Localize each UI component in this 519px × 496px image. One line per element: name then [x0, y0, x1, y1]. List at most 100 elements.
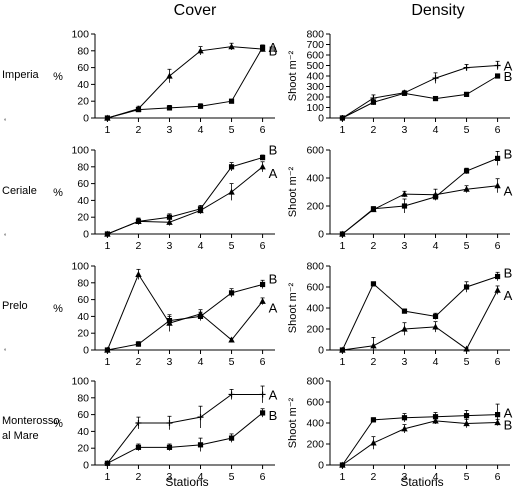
density-imperia-x-tick-label: 1: [339, 124, 345, 136]
density-imperia-x-tick-label: 6: [495, 124, 501, 136]
density-ceriale-point-A: [401, 190, 408, 197]
density-imperia-point-A: [463, 64, 470, 71]
density-monterosso-point-B: [370, 439, 377, 446]
cover-prelo-series-label-A: A: [269, 300, 278, 315]
cover-monterosso-panel: 0 20 40 60 80 100 1 2 3 4 5 6% AB: [53, 376, 277, 484]
cover-ceriale-y-tick-label: 100: [71, 145, 89, 157]
density-ceriale-x-tick-label: 5: [464, 240, 470, 252]
cover-imperia-series-label-B: B: [269, 43, 278, 58]
cover-prelo-x-tick-label: 2: [136, 356, 142, 368]
density-ceriale-panel: 0 200 400 600 1 2 3 4 5 6 Shoot m⁻² B A: [287, 145, 513, 253]
cover-monterosso-point-A: [166, 420, 173, 426]
cover-monterosso-point-B: [259, 410, 266, 416]
cover-monterosso-y-tick-label: 60: [77, 409, 89, 421]
density-prelo-point-B: [432, 313, 439, 319]
density-ceriale-series-label-A: A: [504, 184, 513, 199]
density-prelo-x-tick-label: 4: [433, 356, 439, 368]
density-monterosso-point-A: [463, 413, 470, 419]
site-label-ceriale: Ceriale: [2, 185, 37, 197]
cover-imperia-panel: 0 20 40 60 80 100 1 2 3 4 5 6% AB: [53, 29, 277, 137]
density-imperia-point-B: [432, 95, 439, 102]
density-imperia-point-B: [494, 73, 501, 79]
cover-ceriale-series-A-line: [107, 166, 263, 235]
cover-ceriale-x-tick-label: 6: [260, 240, 266, 252]
density-imperia-y-tick-label: 500: [306, 60, 324, 72]
density-imperia-y-tick-label: 0: [318, 113, 324, 125]
cover-ceriale-panel: 0 20 40 60 80 100 1 2 3 4 5 6% BA: [53, 143, 277, 252]
cover-imperia-y-axis-label: %: [53, 71, 63, 83]
cover-prelo-point-A: [104, 346, 111, 353]
density-monterosso-x-tick-label: 2: [371, 471, 377, 483]
density-monterosso-x-tick-label: 1: [339, 471, 345, 483]
density-monterosso-point-A: [494, 412, 501, 418]
cover-prelo-x-tick-label: 5: [229, 356, 235, 368]
density-prelo-point-B: [401, 308, 408, 314]
cover-prelo-point-B: [259, 281, 266, 288]
density-monterosso-point-A: [432, 414, 439, 420]
density-monterosso-series-B-line: [342, 420, 498, 466]
density-imperia-y-tick-label: 800: [306, 29, 324, 41]
cover-x-axis-label: Stations: [165, 475, 208, 489]
cover-imperia-y-tick-label: 0: [83, 113, 89, 125]
density-imperia-y-tick-label: 200: [306, 92, 324, 104]
cover-prelo-y-tick-label: 40: [77, 311, 89, 323]
cover-monterosso-y-tick-label: 100: [71, 376, 89, 388]
density-monterosso-y-tick-label: 800: [306, 376, 324, 388]
density-imperia-x-tick-label: 5: [464, 124, 470, 136]
cover-monterosso-x-tick-label: 6: [260, 471, 266, 483]
cover-imperia-y-tick-label: 80: [77, 45, 89, 57]
cover-imperia-x-tick-label: 5: [229, 124, 235, 136]
cover-column-title: Cover: [174, 2, 217, 19]
density-ceriale-x-tick-label: 2: [371, 240, 377, 252]
cover-monterosso-point-A: [197, 414, 204, 421]
cover-imperia-point-A: [166, 72, 173, 79]
stray-mark-2: °: [4, 234, 7, 240]
density-monterosso-y-tick-label: 200: [306, 439, 324, 451]
density-ceriale-y-tick-label: 200: [306, 201, 324, 213]
density-prelo-point-A: [432, 323, 439, 330]
density-imperia-y-tick-label: 100: [306, 102, 324, 114]
density-imperia-point-A: [494, 62, 501, 69]
density-monterosso-x-tick-label: 6: [495, 471, 501, 483]
density-imperia-point-B: [370, 99, 377, 105]
cover-monterosso-point-B: [197, 442, 204, 448]
cover-ceriale-point-A: [259, 163, 266, 170]
cover-monterosso-y-tick-label: 40: [77, 426, 89, 438]
cover-ceriale-point-B: [228, 164, 235, 170]
density-prelo-x-tick-label: 1: [339, 356, 345, 368]
density-prelo-series-A-line: [342, 289, 499, 351]
density-prelo-y-tick-label: 600: [306, 282, 324, 294]
cover-ceriale-y-tick-label: 60: [77, 178, 89, 190]
cover-imperia-x-tick-label: 6: [260, 124, 266, 136]
cover-imperia-series-A-line: [107, 46, 263, 119]
cover-ceriale-series-label-B: B: [269, 143, 278, 158]
cover-imperia-series-B-line: [107, 47, 264, 119]
cover-prelo-y-axis-label: %: [53, 303, 63, 315]
density-prelo-point-B: [463, 284, 470, 290]
cover-ceriale-point-A: [228, 188, 235, 195]
cover-imperia-y-tick-label: 20: [77, 96, 89, 108]
cover-ceriale-x-tick-label: 5: [229, 240, 235, 252]
density-ceriale-series-B-line: [342, 157, 498, 235]
cover-imperia-y-tick-label: 40: [77, 79, 89, 91]
density-imperia-x-tick-label: 4: [433, 124, 439, 136]
density-imperia-series-B-line: [342, 75, 498, 119]
cover-prelo-y-tick-label: 20: [77, 328, 89, 340]
density-monterosso-y-axis-label: Shoot m⁻²: [287, 397, 299, 448]
cover-monterosso-point-A: [135, 420, 142, 426]
cover-ceriale-x-tick-label: 3: [167, 240, 173, 252]
cover-monterosso-series-label-B: B: [269, 408, 278, 423]
density-prelo-point-A: [339, 346, 346, 353]
cover-monterosso-point-B: [135, 444, 142, 450]
density-ceriale-point-A: [339, 230, 346, 237]
cover-imperia-point-B: [104, 115, 111, 121]
density-prelo-y-tick-label: 800: [306, 261, 324, 273]
cover-ceriale-point-A: [197, 207, 204, 214]
cover-ceriale-x-tick-label: 1: [104, 240, 110, 252]
density-monterosso-panel: 0 200 400 600 800 1 2 3 4 5 6 Shoot m⁻² AB: [287, 376, 513, 484]
cover-ceriale-y-axis-label: %: [53, 187, 63, 199]
density-prelo-point-A: [494, 286, 501, 293]
